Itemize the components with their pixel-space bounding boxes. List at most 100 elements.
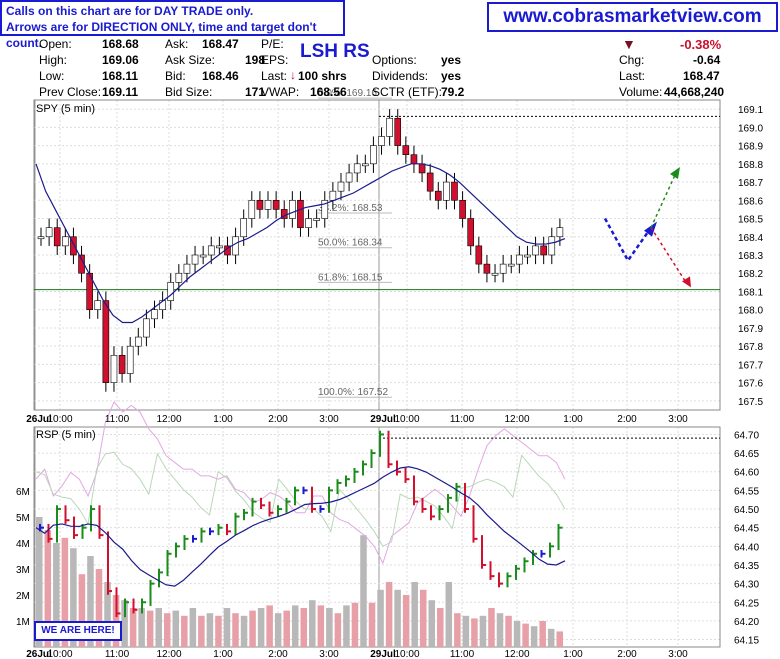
candle-body: [216, 245, 223, 249]
volume-bar: [513, 621, 521, 647]
volume-bar: [240, 615, 248, 647]
volume-bar: [488, 608, 495, 647]
high-value: 169.06: [102, 53, 139, 67]
price-tick-label: 167.8: [738, 342, 763, 353]
volume-bar: [129, 608, 137, 647]
chg-label: Chg:: [619, 53, 645, 67]
volume-bar: [351, 602, 359, 647]
price-tick-label: 168.4: [738, 233, 763, 244]
spy-panel-title: SPY (5 min): [36, 103, 95, 115]
candle-body: [491, 272, 499, 276]
price-tick-label: 169.0: [738, 123, 763, 134]
volume-bar: [539, 621, 546, 647]
ask-value: 168.47: [202, 37, 239, 51]
prev-close-label: Prev Close:: [39, 85, 102, 99]
chg-value: -0.64: [693, 53, 721, 67]
pe-label: P/E:: [261, 37, 284, 51]
candle-body: [386, 117, 393, 137]
rsp-tick-label: 64.35: [734, 561, 759, 572]
rsp-tick-label: 64.20: [734, 617, 759, 628]
volume-bar: [223, 608, 231, 647]
time-tick-label: 3:00: [668, 649, 688, 659]
price-tick-label: 168.9: [738, 142, 763, 153]
price-tick-label: 167.9: [738, 324, 763, 335]
time-tick-label: 12:00: [504, 649, 529, 659]
time-tick-label: 2:00: [268, 649, 288, 659]
candle-body: [305, 218, 312, 228]
candle-body: [524, 254, 531, 258]
volume-bar: [419, 589, 427, 647]
time-tick-label: 10:00: [394, 649, 419, 659]
time-tick-label: 29Jul: [370, 414, 396, 425]
projection-path: [603, 217, 653, 263]
candle-body: [426, 172, 434, 192]
time-tick-label: 2:00: [268, 414, 288, 425]
rsp-tick-label: 64.55: [734, 486, 759, 497]
candle-body: [434, 190, 442, 201]
candle-body: [272, 199, 280, 210]
candle-body: [199, 254, 207, 258]
candle-body: [102, 300, 110, 383]
candle-body: [337, 181, 345, 192]
candle-body: [540, 245, 547, 256]
candle-body: [475, 245, 483, 265]
candle-body: [394, 117, 402, 146]
volume-bar: [402, 595, 410, 647]
volume-bar: [146, 610, 154, 647]
candle-body: [402, 145, 410, 156]
last-value: 168.47: [683, 69, 720, 83]
volume-bar: [232, 613, 239, 647]
axis-ticks: 169.1 169.0 168.9 168.8 168.7 168.6 168.5 168.4…: [16, 105, 763, 659]
volume-bar: [309, 600, 316, 647]
ask-size-value: 198: [245, 53, 266, 67]
volume-bar: [496, 613, 504, 647]
volume-bar: [343, 605, 350, 647]
rsp-tick-label: 64.40: [734, 542, 759, 553]
bearish-arrowhead: [682, 276, 691, 288]
volume-bar: [445, 582, 453, 647]
volume-bar: [530, 626, 538, 647]
time-tick-label: 3:00: [319, 414, 339, 425]
volume-bar: [36, 517, 43, 647]
time-tick-label: 3:00: [668, 414, 688, 425]
dividends-label: Dividends:: [372, 69, 429, 83]
time-tick-label: 1:00: [563, 649, 583, 659]
open-label: Open:: [39, 37, 72, 51]
candle-body: [94, 300, 102, 311]
candle-body: [118, 354, 126, 374]
time-tick-label: 1:00: [213, 649, 233, 659]
price-tick-label: 168.5: [738, 215, 763, 226]
rsp-moving-average: [35, 466, 566, 587]
options-value: yes: [441, 53, 462, 67]
volume-bar: [121, 600, 128, 647]
volume-label: Volume:: [619, 85, 663, 99]
volume-value: 44,668,240: [664, 85, 725, 99]
disclaimer-box: Calls on this chart are for DAY TRADE on…: [0, 0, 345, 50]
projection-arrowhead: [644, 221, 657, 237]
candle-body: [134, 336, 142, 347]
volume-bar: [249, 610, 256, 647]
candle-body: [410, 154, 418, 165]
volume-bar: [215, 615, 222, 647]
candle-body: [86, 272, 93, 311]
rsp-tick-label: 64.60: [734, 468, 759, 479]
volume-bar: [479, 615, 487, 647]
candle-body: [70, 236, 77, 256]
time-tick-label: 3:00: [319, 649, 339, 659]
volume-bar: [61, 537, 69, 647]
rsp-price-bars: [35, 430, 566, 618]
candle-body: [483, 263, 491, 274]
time-tick-label: 10:00: [47, 649, 72, 659]
triangle-down-icon: ▼: [622, 36, 636, 52]
candle-body: [167, 282, 175, 301]
candle-body: [289, 199, 296, 219]
candle-body: [321, 199, 329, 219]
volume-bar: [385, 582, 393, 647]
volume-bar: [172, 610, 180, 647]
website-banner[interactable]: www.cobrasmarketview.com: [487, 2, 778, 32]
last-trade-value: 100 shrs: [298, 69, 347, 83]
vwap-value: 168.56: [310, 85, 347, 99]
candle-body: [207, 245, 215, 256]
volume-bar: [377, 589, 384, 647]
fib-label: 50.0%: 168.34: [318, 238, 383, 249]
